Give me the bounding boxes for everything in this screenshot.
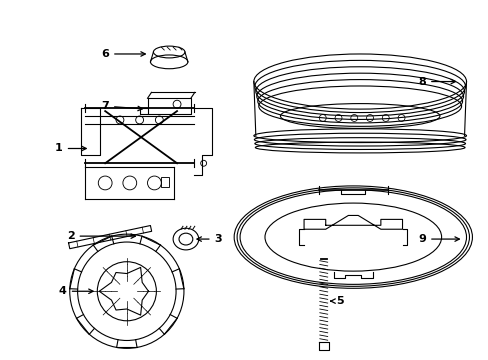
Text: 2: 2 (67, 231, 135, 241)
Text: 8: 8 (418, 77, 454, 86)
Text: 1: 1 (55, 144, 86, 153)
Text: 3: 3 (197, 234, 222, 244)
Text: 4: 4 (59, 286, 93, 296)
Text: 9: 9 (417, 234, 458, 244)
Bar (161, 177, 169, 187)
Text: 5: 5 (330, 296, 344, 306)
Text: 6: 6 (101, 49, 145, 59)
Text: 7: 7 (101, 101, 142, 111)
